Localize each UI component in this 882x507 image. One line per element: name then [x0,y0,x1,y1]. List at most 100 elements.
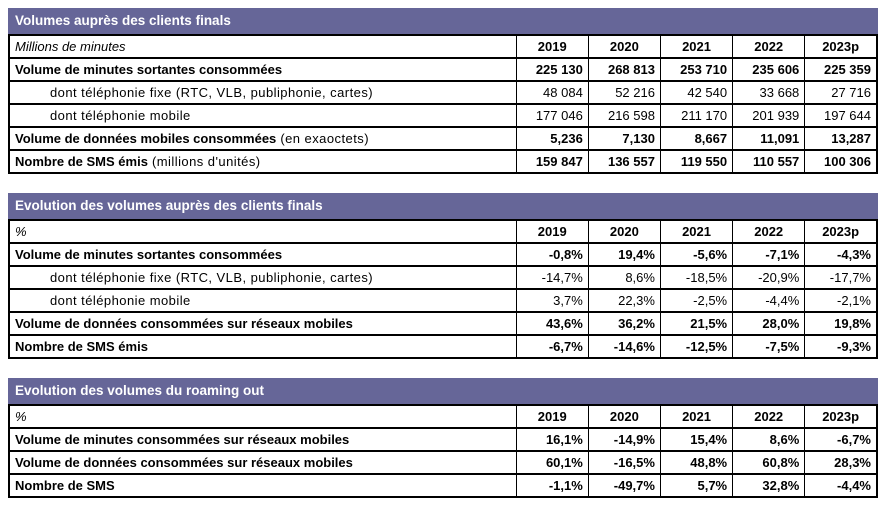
value-cell: 100 306 [804,149,878,174]
year-header-cell: 2019 [515,404,589,429]
row-label-cell: Volume de données consommées sur réseaux… [8,311,517,336]
value-cell: 21,5% [659,311,734,336]
value-cell: 13,287 [804,126,878,151]
row-label: Nombre de SMS émis [15,339,148,354]
value-cell: -6,7% [515,334,589,359]
table-row: Nombre de SMS émis -6,7% -14,6% -12,5% -7,5%… [8,334,878,359]
year-header-cell: 2023p [804,34,878,59]
value-cell: 235 606 [732,57,806,82]
value-cell: -12,5% [659,334,734,359]
row-label-cell: dont téléphonie mobile [8,288,517,313]
value-cell: 52 216 [587,80,661,105]
value-cell: -14,6% [587,334,661,359]
value-cell: 253 710 [659,57,734,82]
row-label: Nombre de SMS émis [15,154,148,169]
year-header-row: % 2019 2020 2021 2022 2023p [8,219,878,244]
value-cell: 48 084 [515,80,589,105]
year-header-cell: 2022 [732,404,806,429]
table-row: dont téléphonie fixe (RTC, VLB, publipho… [8,265,878,290]
table-row: Volume de minutes sortantes consommées 22… [8,57,878,82]
value-cell: 16,1% [515,427,589,452]
value-cell: 201 939 [732,103,806,128]
table-title-bar: Evolution des volumes auprès des clients… [8,193,878,219]
value-cell: 28,0% [732,311,806,336]
value-cell: 197 644 [804,103,878,128]
value-cell: 216 598 [587,103,661,128]
value-cell: 159 847 [515,149,589,174]
row-label: Volume de données mobiles consommées [15,131,277,146]
year-header-cell: 2021 [659,34,734,59]
table-section: Evolution des volumes du roaming out% 201… [8,378,878,498]
row-label: dont téléphonie fixe (RTC, VLB, publipho… [50,270,374,285]
data-table: % 2019 2020 2021 2022 2023p Volume de minutes … [8,219,878,359]
value-cell: 22,3% [587,288,661,313]
value-cell: 60,1% [515,450,589,475]
row-label: Volume de minutes sortantes consommées [15,62,283,77]
year-header-cell: 2020 [587,219,661,244]
row-label-cell: Volume de minutes sortantes consommées [8,57,517,82]
value-cell: 42 540 [659,80,734,105]
year-header-cell: 2022 [732,219,806,244]
table-row: Volume de données consommées sur réseaux… [8,311,878,336]
row-label-cell: dont téléphonie fixe (RTC, VLB, publipho… [8,265,517,290]
table-section: Evolution des volumes auprès des clients… [8,193,878,359]
value-cell: -2,5% [659,288,734,313]
row-label-suffix: (en exaoctets) [276,131,370,146]
value-cell: 211 170 [659,103,734,128]
data-table: Millions de minutes 2019 2020 2021 2022 2023p… [8,34,878,174]
year-header-cell: 2020 [587,34,661,59]
row-label-cell: Volume de minutes consommées sur réseaux… [8,427,517,452]
row-label-cell: Nombre de SMS [8,473,517,498]
value-cell: 8,6% [732,427,806,452]
row-label-cell: dont téléphonie fixe (RTC, VLB, publipho… [8,80,517,105]
value-cell: 5,7% [659,473,734,498]
value-cell: -0,8% [515,242,589,267]
value-cell: -9,3% [804,334,878,359]
year-header-cell: 2022 [732,34,806,59]
year-header-cell: 2019 [515,34,589,59]
data-table: % 2019 2020 2021 2022 2023p Volume de minutes … [8,404,878,498]
row-label: Volume de minutes sortantes consommées [15,247,283,262]
value-cell: -4,4% [804,473,878,498]
value-cell: -49,7% [587,473,661,498]
value-cell: 32,8% [732,473,806,498]
value-cell: -20,9% [732,265,806,290]
value-cell: 8,667 [659,126,734,151]
table-row: Nombre de SMS -1,1% -49,7% 5,7% 32,8% -4,4% [8,473,878,498]
row-label-cell: Volume de données consommées sur réseaux… [8,450,517,475]
row-label: Nombre de SMS [15,478,115,493]
table-row: dont téléphonie fixe (RTC, VLB, publipho… [8,80,878,105]
value-cell: -7,5% [732,334,806,359]
row-label-cell: Volume de minutes sortantes consommées [8,242,517,267]
year-header-cell: 2021 [659,404,734,429]
value-cell: -6,7% [804,427,878,452]
year-header-cell: 2019 [515,219,589,244]
value-cell: 19,8% [804,311,878,336]
year-header-row: % 2019 2020 2021 2022 2023p [8,404,878,429]
value-cell: -5,6% [659,242,734,267]
table-row: Volume de données mobiles consommées (en… [8,126,878,151]
row-label-cell: Nombre de SMS émis [8,334,517,359]
row-label: Volume de minutes consommées sur réseaux… [15,432,350,447]
year-header-cell: 2023p [804,219,878,244]
row-label: Volume de données consommées sur réseaux… [15,316,353,331]
value-cell: 225 130 [515,57,589,82]
value-cell: 36,2% [587,311,661,336]
table-row: dont téléphonie mobile 177 046 216 598 211 … [8,103,878,128]
value-cell: 15,4% [659,427,734,452]
table-title-bar: Volumes auprès des clients finals [8,8,878,34]
year-header-cell: 2020 [587,404,661,429]
value-cell: 177 046 [515,103,589,128]
value-cell: 225 359 [804,57,878,82]
value-cell: 60,8% [732,450,806,475]
value-cell: 27 716 [804,80,878,105]
value-cell: 8,6% [587,265,661,290]
value-cell: -4,3% [804,242,878,267]
row-label-cell: dont téléphonie mobile [8,103,517,128]
value-cell: 43,6% [515,311,589,336]
row-label-suffix: (millions d'unités) [147,154,261,169]
table-title-bar: Evolution des volumes du roaming out [8,378,878,404]
value-cell: 19,4% [587,242,661,267]
value-cell: -14,9% [587,427,661,452]
